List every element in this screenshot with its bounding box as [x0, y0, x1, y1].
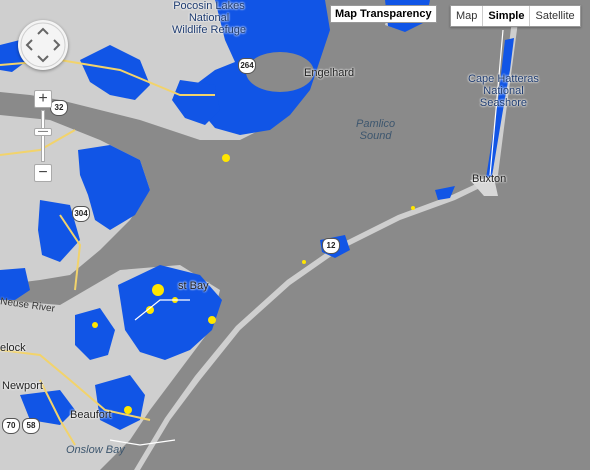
route-shield-58: 58 — [22, 418, 40, 434]
zoom-control: + — − — [34, 90, 52, 185]
label-havelock: elock — [0, 342, 26, 354]
label-pamlico-line1: Pamlico — [356, 118, 396, 130]
route-shield-304: 304 — [72, 206, 90, 222]
label-engelhard: Engelhard — [304, 67, 355, 79]
zoom-out-button[interactable]: − — [34, 164, 52, 182]
label-onslow-bay: Onslow Bay — [66, 444, 125, 456]
label-hatteras-line2: National — [483, 85, 524, 97]
label-beaufort: Beaufort — [70, 409, 112, 421]
map-type-switcher: Map Simple Satellite — [450, 5, 581, 27]
label-hatteras-line1: Cape Hatteras — [468, 73, 539, 85]
label-cape-hatteras: Cape Hatteras National Seashore — [468, 73, 539, 109]
minor-roads — [109, 29, 504, 446]
label-cedar-bay: st Bay — [178, 280, 209, 292]
cape-point — [470, 178, 498, 196]
pan-control[interactable] — [18, 20, 68, 70]
route-shield-70: 70 — [2, 418, 20, 434]
lake-mattamuskeet — [246, 52, 314, 92]
map-type-satellite[interactable]: Satellite — [535, 10, 575, 22]
label-pamlico-sound: Pamlico Sound — [356, 118, 395, 142]
route-shield-32: 32 — [50, 100, 68, 116]
route-shield-12: 12 — [322, 238, 340, 254]
label-pocosin-line2: National — [188, 12, 230, 24]
label-pocosin-line1: Pocosin Lakes — [173, 0, 245, 12]
label-buxton: Buxton — [472, 173, 507, 185]
map-transparency-button[interactable]: Map Transparency — [330, 5, 437, 23]
map-type-map[interactable]: Map — [451, 6, 484, 26]
pan-arrows-icon — [20, 22, 66, 68]
label-pocosin-line3: Wildlife Refuge — [172, 24, 246, 36]
zoom-slider-handle[interactable]: — — [34, 127, 52, 137]
label-hatteras-line3: Seashore — [479, 97, 528, 109]
map-type-simple[interactable]: Simple — [483, 6, 531, 26]
zoom-in-button[interactable]: + — [34, 90, 52, 108]
label-newport: Newport — [2, 380, 43, 392]
label-pamlico-line2: Sound — [359, 130, 392, 142]
zoom-slider-track[interactable] — [41, 110, 45, 162]
route-shield-264: 264 — [238, 58, 256, 74]
label-pocosin: Pocosin Lakes National Wildlife Refuge — [172, 0, 246, 36]
